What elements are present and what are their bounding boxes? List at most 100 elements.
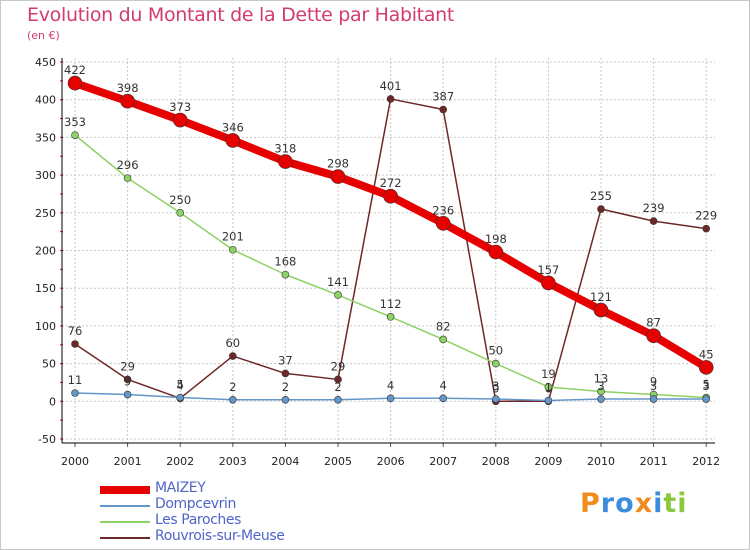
data-label: 157 — [537, 263, 559, 277]
data-point — [229, 352, 237, 360]
y-tick-label: 100 — [35, 320, 56, 333]
data-label: 168 — [274, 255, 296, 269]
data-label: 29 — [120, 359, 135, 373]
y-tick-label: 50 — [42, 358, 56, 371]
data-label: 3 — [703, 379, 710, 393]
data-label: 236 — [432, 203, 454, 217]
data-point — [71, 340, 79, 348]
data-label: 82 — [436, 319, 451, 333]
data-point — [172, 112, 188, 128]
logo-letter: P — [580, 488, 601, 519]
data-point — [120, 93, 135, 109]
x-tick-label: 2011 — [640, 455, 668, 468]
data-label: 9 — [124, 375, 131, 389]
data-label: 121 — [590, 290, 612, 304]
data-label: 2 — [334, 380, 341, 394]
data-label: 87 — [646, 316, 661, 330]
x-tick-label: 2003 — [219, 455, 247, 468]
data-label: 76 — [68, 324, 83, 338]
logo-letter: r — [600, 488, 616, 519]
y-tick-label: 250 — [35, 207, 56, 220]
data-point — [334, 395, 342, 404]
logo-letter: x — [634, 488, 654, 519]
data-point — [67, 75, 83, 91]
data-label: 298 — [327, 157, 349, 171]
data-label: 398 — [117, 81, 139, 95]
chart-subtitle: (en €) — [27, 29, 60, 42]
data-point — [334, 375, 342, 384]
data-label: 37 — [278, 353, 293, 367]
logo-letter: t — [663, 488, 678, 519]
data-label: 2 — [229, 380, 236, 394]
chart-title: Evolution du Montant de la Dette par Hab… — [27, 4, 455, 26]
data-point — [123, 390, 132, 399]
data-point — [330, 169, 346, 184]
data-point — [386, 394, 395, 403]
data-point — [491, 395, 500, 403]
legend-label: Les Paroches — [155, 512, 241, 528]
data-point — [702, 224, 711, 233]
x-tick-label: 2005 — [324, 455, 352, 468]
data-point — [229, 245, 237, 254]
data-point — [649, 217, 658, 225]
data-label: 201 — [222, 230, 244, 244]
data-point — [281, 270, 290, 279]
data-label: 198 — [485, 232, 507, 246]
data-label: 11 — [68, 373, 83, 387]
y-tick-label: -50 — [38, 433, 56, 446]
data-label: 387 — [432, 90, 454, 104]
data-point — [278, 154, 293, 169]
legend-label: Dompcevrin — [155, 496, 236, 512]
data-point — [229, 395, 237, 404]
data-label: 60 — [225, 336, 240, 350]
data-label: 4 — [387, 378, 394, 392]
data-label: 353 — [64, 115, 86, 129]
data-point — [646, 328, 661, 344]
x-tick-label: 2008 — [482, 455, 510, 468]
legend-swatch — [100, 486, 150, 494]
data-point — [123, 174, 132, 182]
data-label: 4 — [440, 378, 447, 392]
data-point — [439, 105, 448, 114]
data-point — [597, 395, 605, 403]
data-label: 13 — [594, 371, 609, 385]
data-label: 401 — [380, 79, 402, 93]
data-label: 346 — [222, 120, 244, 134]
brand-logo: Proxiti — [580, 488, 688, 519]
series-maizey: 422 398 373 346 318 298 272 236 198 157 121 87 45 — [64, 63, 714, 375]
data-point — [439, 394, 448, 403]
legend-label: MAIZEY — [155, 480, 206, 496]
x-tick-label: 2010 — [587, 455, 615, 468]
legend-label: Rouvrois-sur-Meuse — [155, 528, 285, 544]
data-label: 3 — [492, 379, 499, 393]
legend-swatch — [100, 505, 150, 507]
data-point — [225, 133, 241, 148]
data-label: 19 — [541, 367, 556, 381]
data-label: 1 — [545, 381, 552, 395]
data-point — [383, 188, 398, 204]
logo-letter: o — [615, 488, 635, 519]
data-point — [544, 383, 553, 391]
data-point — [491, 359, 500, 368]
data-point — [702, 395, 711, 403]
data-point — [123, 375, 132, 384]
x-tick-label: 2001 — [114, 455, 142, 468]
data-label: 239 — [643, 201, 665, 215]
series-line — [73, 79, 709, 371]
legend-swatch — [100, 521, 150, 523]
data-point — [71, 389, 79, 397]
logo-letter: i — [677, 488, 688, 519]
y-tick-label: 400 — [35, 94, 56, 107]
x-tick-label: 2004 — [271, 455, 299, 468]
x-tick-label: 2002 — [166, 455, 194, 468]
data-label: 45 — [699, 347, 714, 361]
logo-letter: i — [653, 488, 664, 519]
data-label: 50 — [488, 344, 503, 358]
data-label: 0 — [492, 381, 499, 395]
data-label: 2 — [282, 380, 289, 394]
data-point — [593, 302, 609, 318]
x-tick-label: 2006 — [377, 455, 405, 468]
data-point — [176, 209, 184, 217]
